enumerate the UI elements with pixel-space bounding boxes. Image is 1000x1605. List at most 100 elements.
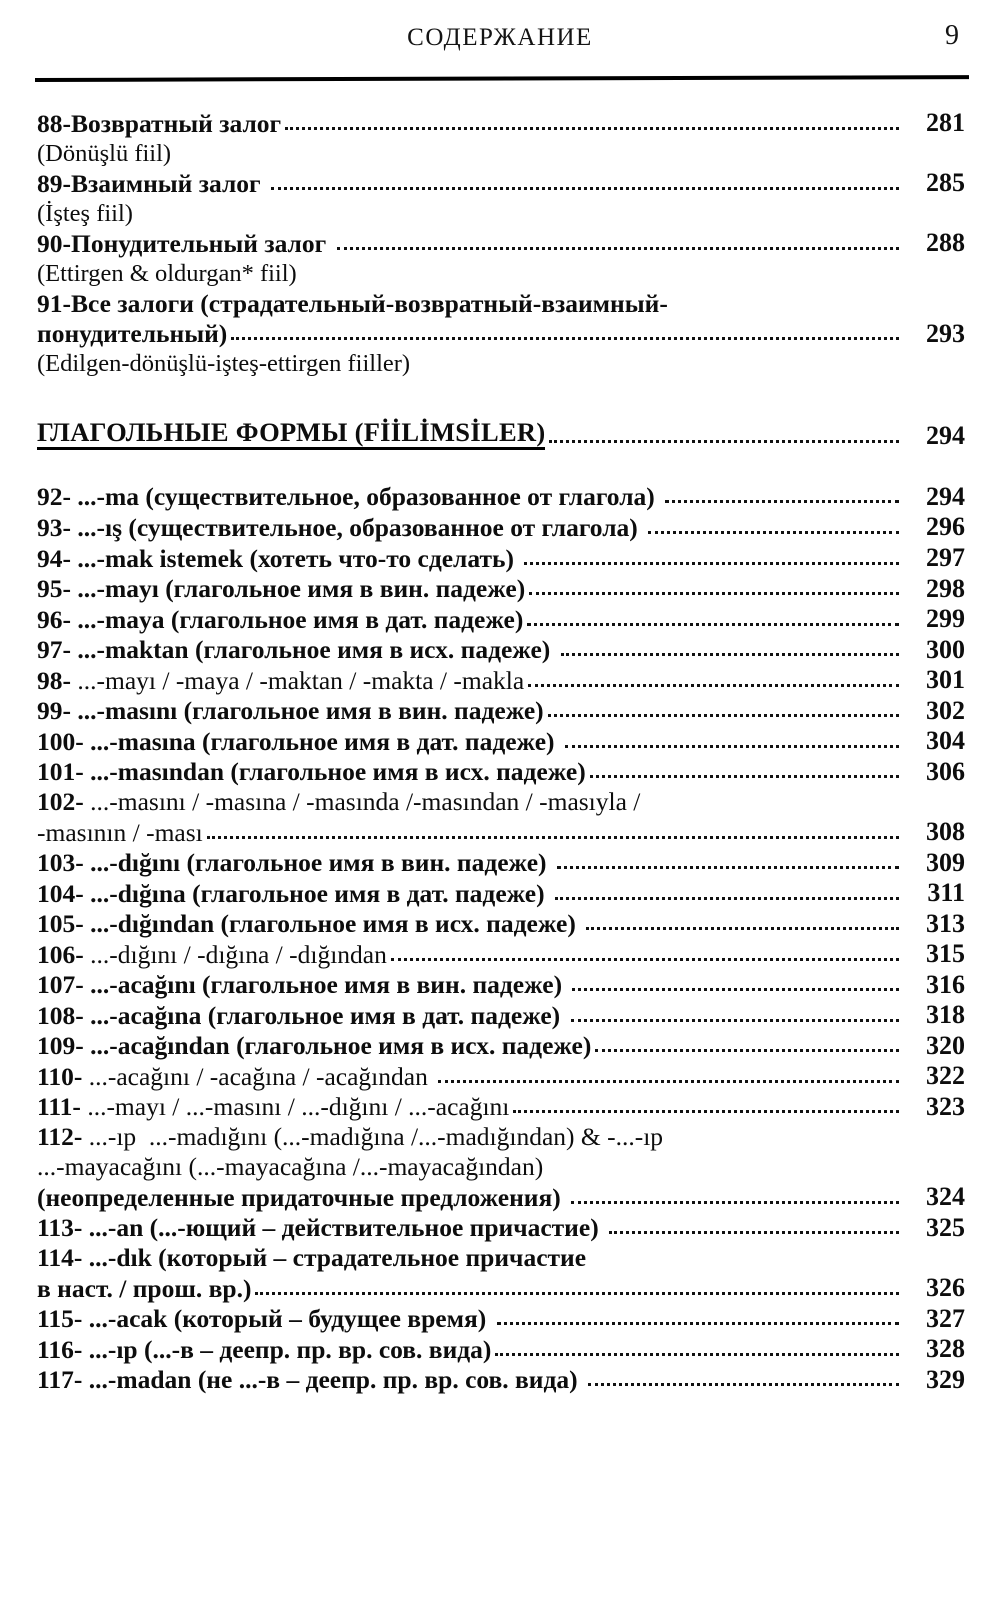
toc-line[interactable]: 109- ...-acağından (глагольное имя в исх…	[37, 1031, 965, 1061]
toc-entry-number: 106-	[37, 939, 91, 969]
toc-line[interactable]: 104- ...-dığına (глагольное имя в дат. п…	[37, 880, 965, 907]
toc-entry: 91-Все залоги (страдательный-возвратный-…	[37, 288, 965, 377]
section-heading-folio: 294	[926, 421, 965, 451]
toc-line[interactable]: 88-Возвратный залог 281	[37, 108, 965, 137]
toc-line[interactable]: понудительный) 293	[37, 318, 965, 349]
toc-entry-page-number: 316	[926, 969, 965, 999]
toc-entry-page-number: 304	[926, 726, 965, 756]
toc-entry-number: 113-	[37, 1213, 89, 1243]
leader-dots	[255, 1291, 899, 1295]
toc-entry-label: 113- ...-an (...-ющий – действительное п…	[37, 1213, 606, 1243]
toc-line[interactable]: ...-mayacağını (...-mayacağına /...-maya…	[37, 1154, 965, 1180]
leader-dots	[665, 500, 899, 504]
toc-entry-number: 98-	[37, 665, 78, 695]
toc-entry-label: 107- ...-acağını (глагольное имя в вин. …	[37, 970, 569, 1000]
leader-dots	[549, 439, 899, 443]
toc-entry-page-number: 300	[926, 634, 965, 664]
toc-entry: 89-Взаимный залог 285 (İşteş fiil)	[37, 170, 965, 226]
toc-entry-page-number: 285	[926, 168, 965, 198]
toc-line[interactable]: 90-Понудительный залог 288	[37, 230, 965, 257]
toc-entry: 93- ...-ış (существительное, образованно…	[37, 514, 965, 541]
toc-line[interactable]: 115- ...-acak (который – будущее время) …	[37, 1303, 965, 1333]
toc-entry-number: 99-	[37, 696, 78, 726]
toc-entry-number: 108-	[37, 1000, 91, 1030]
toc-entry-label: 99- ...-masını (глагольное имя в вин. па…	[37, 696, 544, 726]
toc-line[interactable]: 113- ...-an (...-ющий – действительное п…	[37, 1213, 965, 1243]
toc-entry: 111- ...-mayı / ...-masını / ...-dığını …	[37, 1092, 965, 1122]
toc-entry-page-number: 327	[926, 1303, 965, 1333]
toc-line[interactable]: 89-Взаимный залог 285	[37, 170, 965, 197]
toc-entry-label: 92- ...-ma (существительное, образованно…	[37, 482, 662, 512]
toc-entry-label: 91-Все залоги (страдательный-возвратный-…	[37, 288, 668, 318]
toc-line[interactable]: 97- ...-maktan (глагольное имя в исх. па…	[37, 634, 965, 665]
leader-dots	[556, 866, 899, 870]
toc-line[interactable]: в наст. / прош. вр.) 326	[37, 1275, 965, 1302]
toc-entry-number: 109-	[37, 1031, 91, 1061]
leader-dots	[648, 530, 899, 534]
toc-entry-label: 106- ...-dığını / -dığına / -dığından	[37, 939, 387, 969]
toc-line[interactable]: 117- ...-madan (не ...-в – деепр. пр. вр…	[37, 1366, 965, 1394]
leader-dots	[572, 988, 899, 992]
leader-dots	[564, 744, 899, 748]
toc-line[interactable]: 95- ...-mayı (глагольное имя в вин. паде…	[37, 573, 965, 604]
leader-dots	[589, 775, 899, 779]
toc-entry-page-number: 328	[926, 1334, 965, 1364]
toc-entry-page-number: 293	[926, 318, 965, 348]
toc-line[interactable]: 99- ...-masını (глагольное имя в вин. па…	[37, 696, 965, 726]
toc-line[interactable]: 107- ...-acağını (глагольное имя в вин. …	[37, 969, 965, 1000]
toc-entry-number: 110-	[37, 1061, 89, 1091]
toc-line[interactable]: 91-Все залоги (страдательный-возвратный-…	[37, 288, 965, 318]
toc-entry: 100- ...-masına (глагольное имя в дат. п…	[37, 728, 965, 755]
leader-dots	[495, 1352, 899, 1356]
toc-entry-number: 94-	[37, 543, 78, 573]
toc-entry: 116- ...-ıp (...-в – деепр. пр. вр. сов.…	[37, 1336, 965, 1363]
toc-entry-number: 107-	[37, 970, 91, 1000]
toc-line[interactable]: (неопределенные придаточные предложения)…	[37, 1184, 965, 1211]
toc-line[interactable]: 106- ...-dığını / -dığına / -dığından 315	[37, 941, 965, 968]
leader-dots	[609, 1231, 899, 1235]
toc-line[interactable]: -masının / -ması 308	[37, 819, 965, 846]
toc-line[interactable]: 96- ...-maya (глагольное имя в дат. паде…	[37, 605, 965, 633]
toc-entry: 92- ...-ma (существительное, образованно…	[37, 482, 965, 512]
toc-entry: 96- ...-maya (глагольное имя в дат. паде…	[37, 605, 965, 633]
toc-line[interactable]: 100- ...-masına (глагольное имя в дат. п…	[37, 728, 965, 755]
toc-entry-number: 97-	[37, 635, 78, 665]
toc-entry: 102- ...-masını / -masına / -masında /-m…	[37, 789, 965, 846]
toc-line[interactable]: 114- ...-dık (который – страдательное пр…	[37, 1245, 965, 1271]
page-folio: 9	[945, 20, 959, 51]
toc-entry-number: 90-	[37, 228, 71, 258]
toc-line[interactable]: 103- ...-dığını (глагольное имя в вин. п…	[37, 848, 965, 878]
toc-entry-page-number: 281	[926, 108, 965, 137]
toc-entry: 104- ...-dığına (глагольное имя в дат. п…	[37, 880, 965, 907]
toc-line[interactable]: 105- ...-dığından (глагольное имя в исх.…	[37, 910, 965, 938]
toc-entry-label: 111- ...-mayı / ...-masını / ...-dığını …	[37, 1092, 510, 1122]
toc-entry-label: понудительный)	[37, 319, 228, 349]
toc-entry-label: 97- ...-maktan (глагольное имя в исх. па…	[37, 635, 557, 665]
toc-line[interactable]: 102- ...-masını / -masına / -masında /-m…	[37, 789, 965, 815]
toc-entry-label: 116- ...-ıp (...-в – деепр. пр. вр. сов.…	[37, 1334, 492, 1364]
toc-line[interactable]: 116- ...-ıp (...-в – деепр. пр. вр. сов.…	[37, 1336, 965, 1363]
toc-entry: 95- ...-mayı (глагольное имя в вин. паде…	[37, 573, 965, 604]
leader-dots	[570, 1018, 899, 1022]
toc-entry: 90-Понудительный залог 288 (Ettirgen & ol…	[37, 230, 965, 286]
toc-line[interactable]: 101- ...-masından (глагольное имя в исх.…	[37, 758, 965, 786]
toc-line[interactable]: 110- ...-acağını / -acağına / -acağından…	[37, 1063, 965, 1090]
toc-line[interactable]: 108- ...-acağına (глагольное имя в дат. …	[37, 1002, 965, 1029]
toc-entry-page-number: 296	[926, 512, 965, 542]
toc-entry-subtitle: (Ettirgen & oldurgan* fiil)	[37, 259, 297, 287]
leader-dots	[390, 957, 899, 961]
leader-dots	[529, 592, 899, 596]
toc-line[interactable]: 93- ...-ış (существительное, образованно…	[37, 514, 965, 541]
toc-line[interactable]: 94- ...-mak istemek (хотеть что-то сдела…	[37, 543, 965, 573]
toc-entry-label: -masının / -ması	[37, 817, 203, 847]
toc-line[interactable]: 98- ...-mayı / -maya / -maktan / -makta …	[37, 667, 965, 694]
toc-line[interactable]: 112- ...-ıp ...-madığını (...-madığına /…	[37, 1124, 965, 1150]
toc-entry-page-number: 298	[926, 573, 965, 603]
toc-entry-page-number: 301	[926, 665, 965, 695]
toc-entry-number: 103-	[37, 848, 91, 878]
toc-entry-number: 95-	[37, 574, 78, 604]
section-heading-fiilimsiler[interactable]: ГЛАГОЛЬНЫЕ ФОРМЫ (FİİLİMSİLER) 294	[37, 418, 965, 451]
toc-line[interactable]: 92- ...-ma (существительное, образованно…	[37, 482, 965, 512]
toc-line[interactable]: 111- ...-mayı / ...-masını / ...-dığını …	[37, 1092, 965, 1122]
